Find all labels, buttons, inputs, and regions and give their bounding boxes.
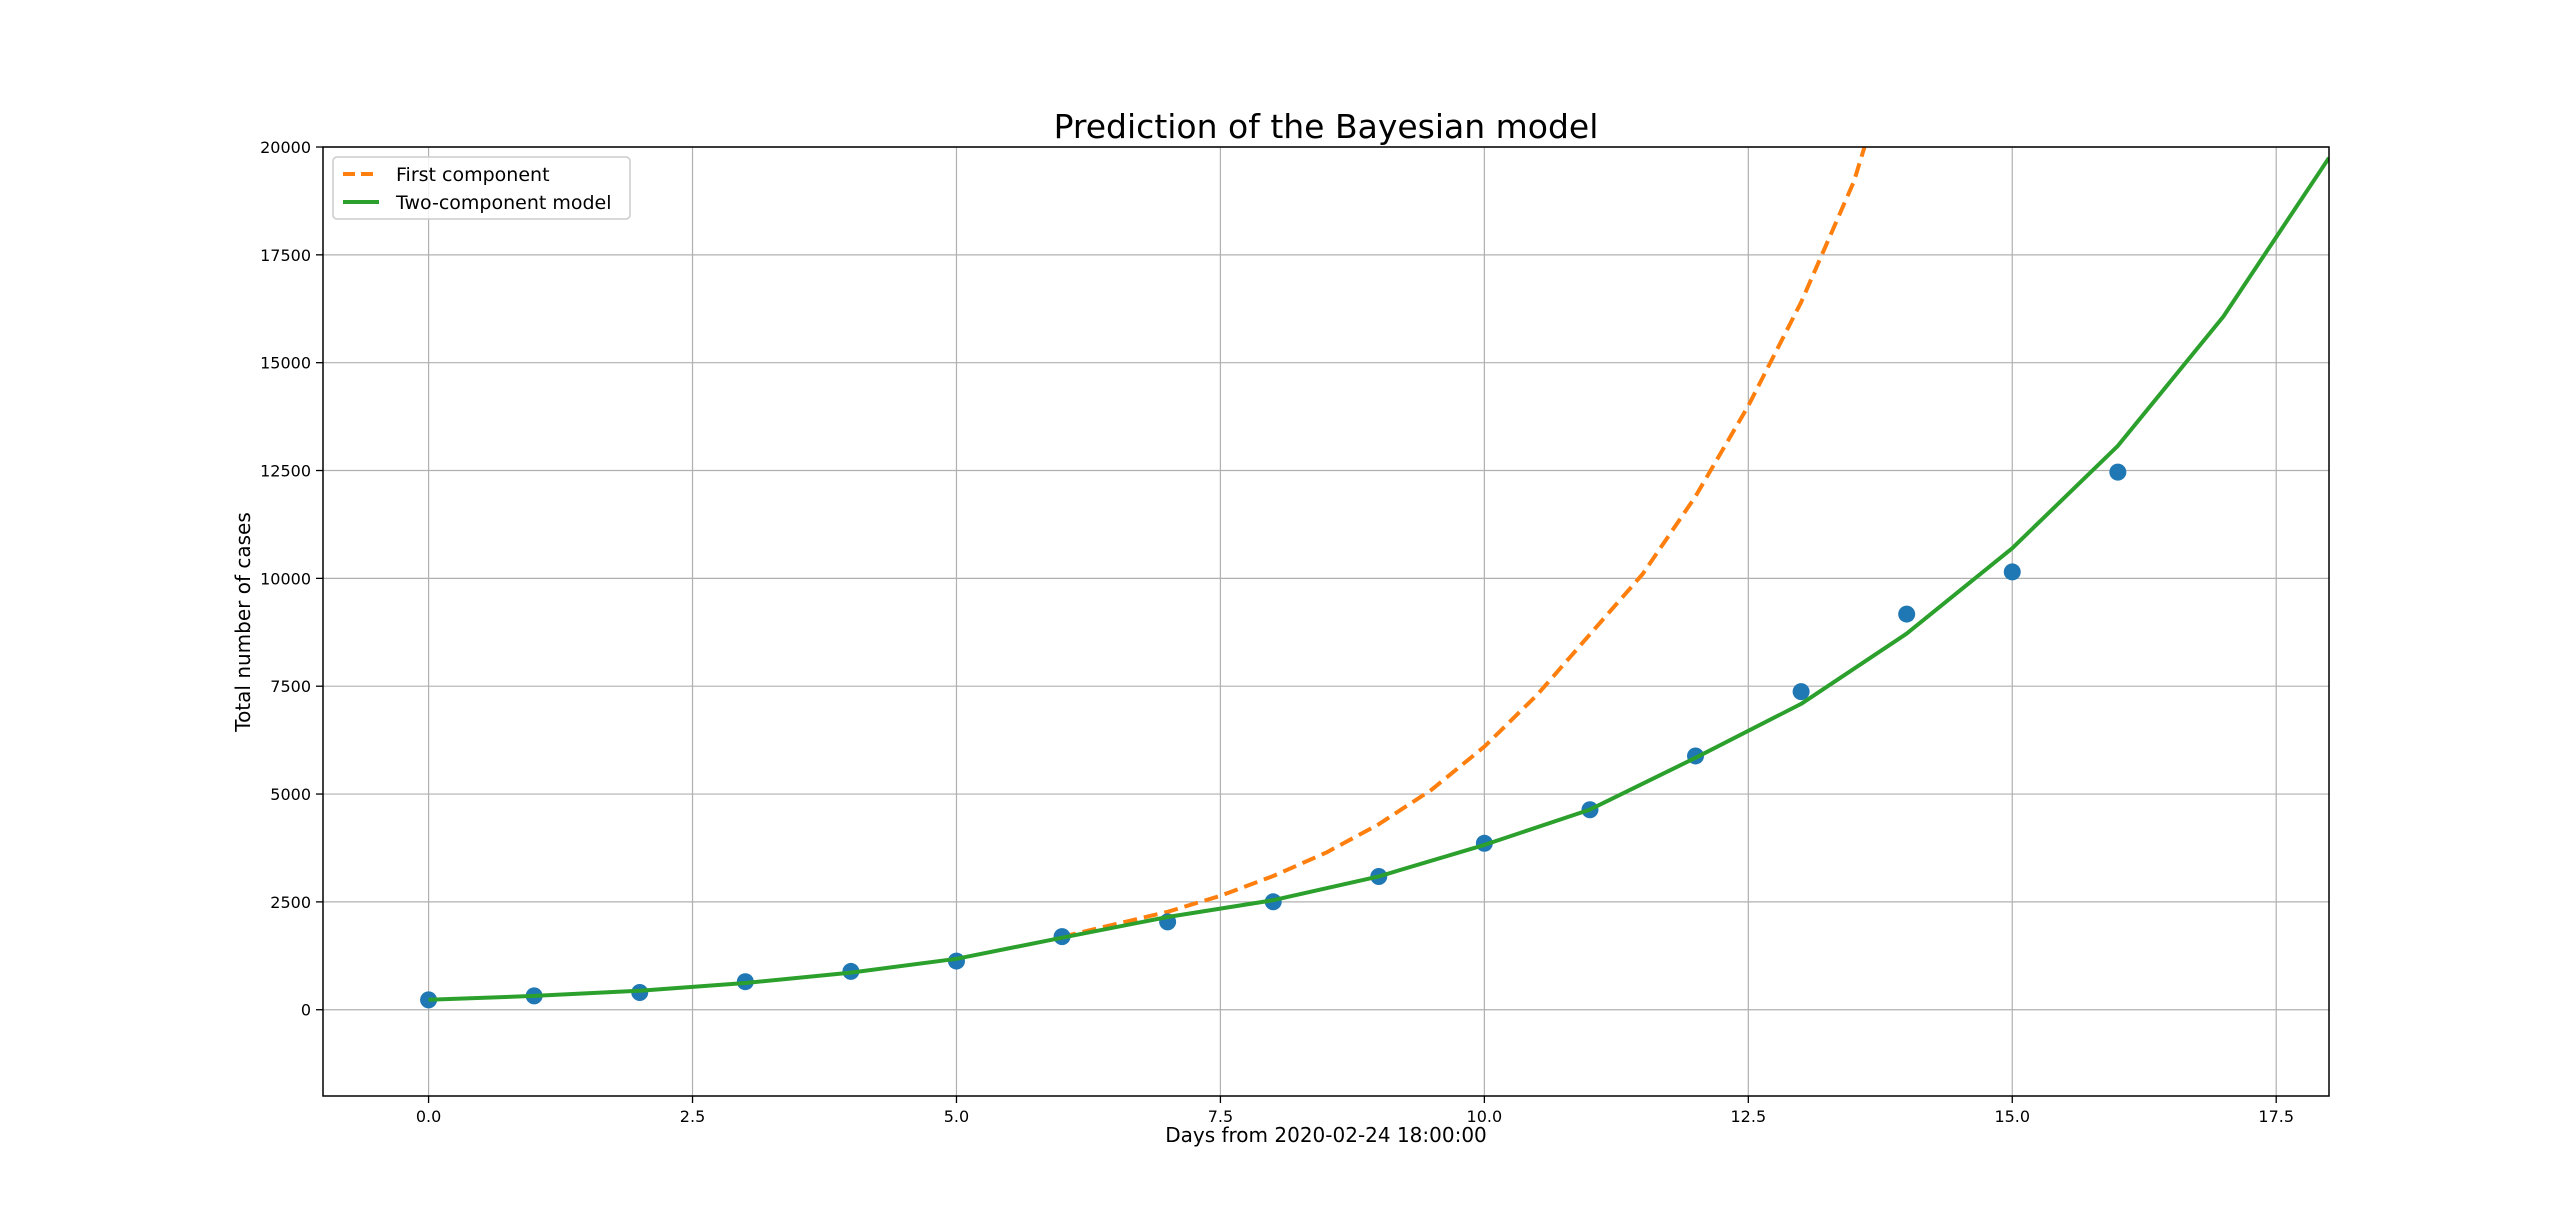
legend: First component Two-component model xyxy=(332,156,631,220)
legend-label-two-component-model: Two-component model xyxy=(395,192,612,214)
data-point xyxy=(1792,683,1810,701)
grid-lines xyxy=(323,146,2329,1096)
chart-title: Prediction of the Bayesian model xyxy=(1054,107,1599,146)
data-point xyxy=(2003,563,2021,581)
y-tick-label: 5000 xyxy=(270,785,311,804)
data-point xyxy=(420,991,438,1009)
series-layer xyxy=(420,147,2329,1009)
x-tick-label: 15.0 xyxy=(1994,1107,2030,1126)
x-tick-label: 5.0 xyxy=(944,1107,969,1126)
x-tick-label: 12.5 xyxy=(1731,1107,1767,1126)
first-component-line xyxy=(1061,147,1867,939)
y-tick-label: 15000 xyxy=(260,354,311,373)
data-point xyxy=(1898,605,1916,623)
legend-box xyxy=(332,156,631,220)
y-tick-label: 17500 xyxy=(260,246,311,265)
data-point xyxy=(2109,463,2127,481)
x-tick-label: 2.5 xyxy=(680,1107,705,1126)
y-tick-label: 12500 xyxy=(260,462,311,481)
x-ticks: 0.0 2.5 5.0 7.5 10.0 12.5 15.0 17.5 xyxy=(416,1096,2294,1126)
y-tick-label: 2500 xyxy=(270,893,311,912)
y-tick-label: 10000 xyxy=(260,569,311,588)
x-axis-label: Days from 2020-02-24 18:00:00 xyxy=(1165,1123,1487,1147)
y-tick-label: 0 xyxy=(301,1001,311,1020)
x-tick-label: 0.0 xyxy=(416,1107,441,1126)
x-tick-label: 17.5 xyxy=(2258,1107,2294,1126)
plot-frame xyxy=(322,146,2330,1097)
legend-label-first-component: First component xyxy=(396,164,550,186)
y-tick-label: 20000 xyxy=(260,138,311,157)
x-tick-label: 10.0 xyxy=(1467,1107,1503,1126)
two-component-model-line xyxy=(428,156,2329,1002)
y-ticks: 0 2500 5000 7500 10000 12500 15000 17500 20000 xyxy=(260,138,323,1020)
x-tick-label: 7.5 xyxy=(1208,1107,1233,1126)
y-tick-label: 7500 xyxy=(270,677,311,696)
y-axis-label: Total number of cases xyxy=(231,512,255,733)
